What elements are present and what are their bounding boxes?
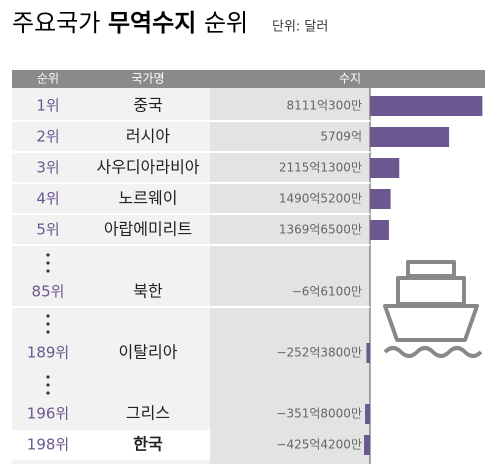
value-label: 5709억 — [320, 130, 362, 144]
bar — [370, 127, 449, 147]
rank: 196위 — [27, 405, 69, 423]
value-label: −6억6100만 — [292, 285, 362, 299]
value-label: −351억8000만 — [276, 407, 362, 421]
ellipsis-dot — [46, 261, 49, 264]
country: 노르웨이 — [119, 189, 178, 208]
ellipsis-dot — [46, 322, 49, 325]
value-label: 8111억300만 — [286, 99, 362, 113]
header-bg — [12, 70, 485, 88]
bar — [364, 435, 370, 455]
value-label: −425억4200만 — [276, 438, 362, 452]
rank: 189위 — [27, 344, 69, 362]
ellipsis-dot — [46, 330, 49, 333]
value-label: 2115억1300만 — [279, 161, 362, 175]
value-label: −252억3800만 — [276, 346, 362, 360]
ellipsis-dot — [46, 314, 49, 317]
bar — [370, 189, 391, 209]
rank: 3위 — [36, 159, 59, 177]
ellipsis-dot — [46, 391, 49, 394]
country: 북한 — [133, 282, 163, 301]
header: 수지 — [339, 72, 361, 86]
country: 러시아 — [126, 127, 170, 146]
ellipsis-dot — [46, 253, 49, 256]
header: 순위 — [37, 72, 59, 86]
bar — [370, 96, 482, 116]
country: 그리스 — [126, 404, 170, 423]
ellipsis-dot — [46, 383, 49, 386]
bar — [370, 220, 389, 240]
bar — [365, 404, 370, 424]
ship-icon — [385, 262, 481, 356]
country: 아랍에미리트 — [104, 220, 192, 239]
country: 한국 — [133, 435, 163, 454]
ellipsis-dot — [46, 375, 49, 378]
bar — [366, 343, 369, 363]
bar — [370, 158, 399, 178]
value-label: 1369억6500만 — [279, 223, 362, 237]
header: 국가명 — [131, 72, 164, 86]
rank: 5위 — [36, 221, 59, 239]
rank: 85위 — [32, 283, 65, 301]
country: 사우디아라비아 — [96, 158, 199, 177]
chart-title: 주요국가 무역수지 순위 — [12, 9, 248, 37]
country: 중국 — [133, 96, 162, 115]
rank: 2위 — [36, 128, 59, 146]
rank: 1위 — [36, 97, 59, 115]
rank: 4위 — [36, 190, 59, 208]
unit: 단위: 달러 — [272, 20, 328, 35]
rank: 198위 — [27, 436, 69, 454]
value-label: 1490억5200만 — [279, 192, 362, 206]
country: 이탈리아 — [119, 343, 178, 362]
ellipsis-dot — [46, 269, 49, 272]
